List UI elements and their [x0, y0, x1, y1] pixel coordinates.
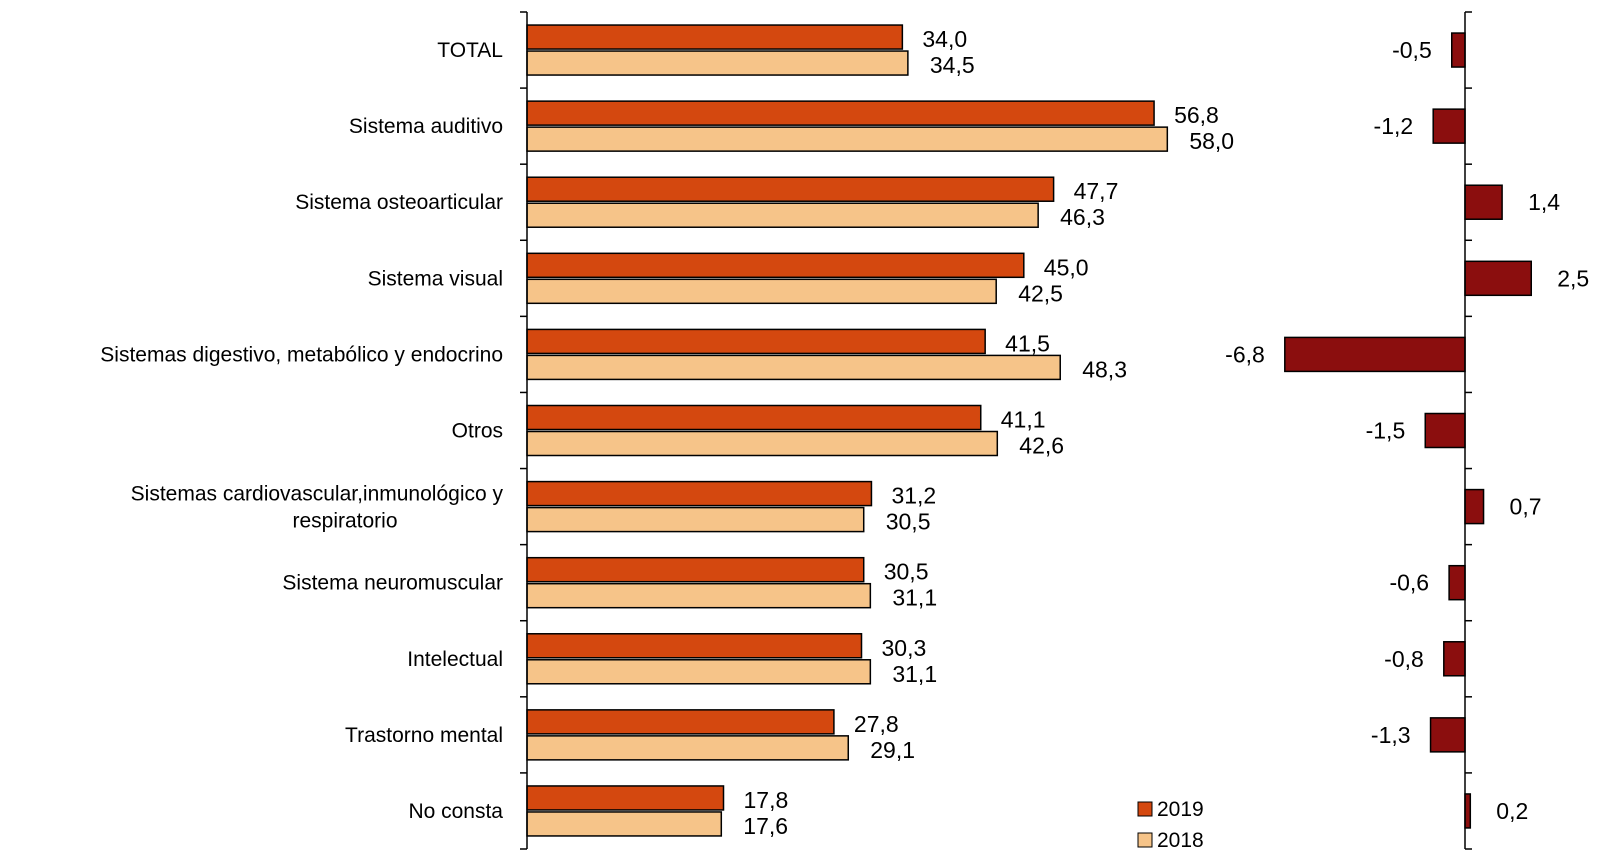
diff-value-label-intelectual: -0,8: [1384, 646, 1424, 672]
diff-value-label-sistema-osteoarticular: 1,4: [1528, 189, 1560, 215]
category-label-sistema-auditivo: Sistema auditivo: [349, 115, 503, 138]
value-label-2019-sistema-neuromuscular: 30,5: [884, 559, 929, 585]
value-label-2018-sistema-neuromuscular: 31,1: [892, 585, 937, 611]
diff-bar-trastorno-mental: [1429, 717, 1466, 753]
bar-2019-sistema-auditivo: [526, 100, 1155, 126]
bar-2018-otros: [526, 430, 999, 457]
bar-2018-trastorno-mental: [526, 735, 850, 761]
category-label-sistema-neuromuscular: Sistema neuromuscular: [282, 572, 503, 595]
legend: 2019 2018: [1137, 798, 1204, 852]
bar-2018-no-consta: [526, 811, 723, 837]
value-label-2019-sistema-auditivo: 56,8: [1174, 102, 1219, 128]
category-label-total: TOTAL: [437, 39, 503, 62]
diff-value-label-sistema-neuromuscular: -0,6: [1389, 570, 1429, 596]
legend-swatch-2018: [1137, 832, 1153, 848]
value-label-2018-no-consta: 17,6: [743, 813, 788, 839]
bar-2019-trastorno-mental: [526, 709, 835, 735]
value-label-2019-intelectual: 30,3: [882, 635, 927, 661]
category-label-no-consta: No consta: [408, 800, 503, 823]
main-axis: [520, 11, 528, 850]
value-label-2018-trastorno-mental: 29,1: [870, 737, 915, 763]
diff-bar-sistema-osteoarticular: [1464, 184, 1503, 220]
diff-bars: [1284, 32, 1532, 829]
value-label-2018-sistema-visual: 42,5: [1018, 280, 1063, 306]
diff-value-label-total: -0,5: [1392, 37, 1432, 63]
diff-bar-sistemas-digestivo-metabolico-y-endocrino: [1284, 336, 1466, 373]
diff-value-label-sistemas-digestivo-metabolico-y-endocrino: -6,8: [1225, 341, 1265, 367]
value-label-2018-sistemas-cardiovascular-inmunologico-y-respiratorio: 30,5: [886, 509, 931, 535]
value-label-2019-sistema-osteoarticular: 47,7: [1074, 178, 1119, 204]
category-label-sistema-osteoarticular: Sistema osteoarticular: [295, 191, 503, 214]
diff-value-label-sistema-auditivo: -1,2: [1374, 113, 1414, 139]
bar-2019-intelectual: [526, 633, 863, 659]
value-label-2019-sistemas-digestivo-metabolico-y-endocrino: 41,5: [1005, 330, 1050, 356]
diff-bar-intelectual: [1443, 641, 1466, 677]
main-value-labels: 34,056,847,745,041,541,131,230,530,327,8…: [743, 26, 1234, 839]
category-label-intelectual: Intelectual: [407, 648, 503, 671]
bar-2019-sistema-neuromuscular: [526, 556, 865, 583]
value-label-2019-sistema-visual: 45,0: [1044, 254, 1089, 280]
category-label-trastorno-mental: Trastorno mental: [345, 724, 503, 747]
main-bars: [526, 24, 1169, 837]
bar-2018-sistemas-cardiovascular-inmunologico-y-respiratorio: [526, 506, 865, 533]
bar-2018-sistema-visual: [526, 278, 997, 305]
bar-2019-otros: [526, 404, 982, 431]
value-label-2018-otros: 42,6: [1019, 433, 1064, 459]
diff-value-label-otros: -1,5: [1366, 418, 1406, 444]
bar-2019-total: [526, 24, 904, 50]
bar-2019-no-consta: [526, 785, 725, 811]
diff-bar-sistema-visual: [1464, 260, 1532, 297]
value-label-2018-sistema-osteoarticular: 46,3: [1060, 204, 1105, 230]
bar-2019-sistema-visual: [526, 252, 1025, 279]
diff-value-label-sistema-visual: 2,5: [1557, 265, 1589, 291]
bar-2019-sistemas-digestivo-metabolico-y-endocrino: [526, 328, 986, 355]
bar-2018-sistema-auditivo: [526, 126, 1169, 152]
category-labels: TOTAL Sistema auditivo Sistema osteoarticu…: [100, 39, 503, 823]
diff-value-labels: -0,5 -1,2 1,4 2,5 -6,8 -1,5 0,7 -0,6 -0,8 -1,3 0,2: [1225, 37, 1589, 824]
diff-value-label-trastorno-mental: -1,3: [1371, 722, 1411, 748]
value-label-2019-sistemas-cardiovascular-inmunologico-y-respiratorio: 31,2: [891, 483, 936, 509]
bar-2019-sistemas-cardiovascular-inmunologico-y-respiratorio: [526, 480, 873, 507]
bar-2018-intelectual: [526, 659, 872, 685]
value-label-2019-total: 34,0: [922, 26, 967, 52]
value-label-2019-trastorno-mental: 27,8: [854, 711, 899, 737]
bar-2018-sistema-neuromuscular: [526, 582, 872, 609]
diff-bar-total: [1451, 32, 1466, 68]
diff-bar-otros: [1424, 412, 1466, 449]
category-label-otros: Otros: [452, 420, 503, 443]
value-label-2018-total: 34,5: [930, 52, 975, 78]
legend-label-2018: 2018: [1157, 829, 1204, 852]
category-label-sistema-visual: Sistema visual: [368, 267, 503, 290]
bar-2019-sistema-osteoarticular: [526, 176, 1055, 202]
legend-label-2019: 2019: [1157, 798, 1204, 821]
diff-bar-sistema-auditivo: [1432, 108, 1466, 144]
bar-2018-sistema-osteoarticular: [526, 202, 1039, 228]
bar-2018-sistemas-digestivo-metabolico-y-endocrino: [526, 354, 1061, 381]
value-label-2019-no-consta: 17,8: [744, 787, 789, 813]
value-label-2018-sistema-auditivo: 58,0: [1189, 128, 1234, 154]
diff-bar-sistema-neuromuscular: [1448, 564, 1466, 601]
value-label-2019-otros: 41,1: [1001, 407, 1046, 433]
value-label-2018-intelectual: 31,1: [892, 661, 937, 687]
value-label-2018-sistemas-digestivo-metabolico-y-endocrino: 48,3: [1082, 356, 1127, 382]
diff-value-label-sistemas-cardiovascular-inmunologico-y-respiratorio: 0,7: [1510, 494, 1542, 520]
bar-2018-total: [526, 50, 909, 76]
category-label-sistemas-digestivo-metabolico-y-endocrino: Sistemas digestivo, metabólico y endocri…: [100, 343, 503, 366]
diff-bar-no-consta: [1464, 793, 1472, 829]
diff-axis: [1464, 11, 1472, 850]
diff-bar-sistemas-cardiovascular-inmunologico-y-respiratorio: [1464, 488, 1485, 525]
diff-value-label-no-consta: 0,2: [1496, 798, 1528, 824]
category-label-sistemas-cardiovascular-inmunologico-y-respiratorio: Sistemas cardiovascular,inmunológico y re…: [131, 483, 504, 533]
legend-swatch-2019: [1137, 801, 1153, 817]
